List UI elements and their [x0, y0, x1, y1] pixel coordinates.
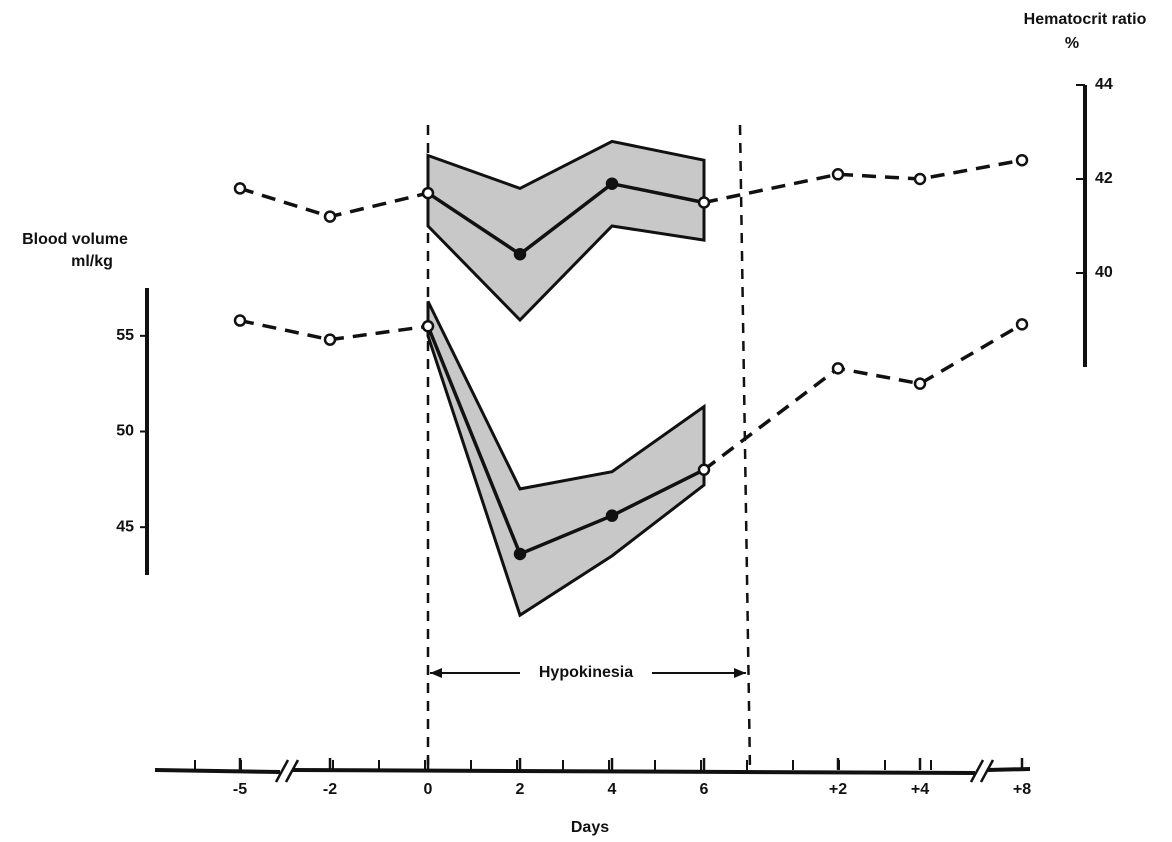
axis-break	[274, 759, 995, 783]
x-axis	[154, 767, 1031, 775]
annotation: Hypokinesia	[539, 664, 633, 681]
y-tick-label: 50	[116, 423, 134, 440]
arrow-head	[430, 668, 442, 678]
point	[1015, 318, 1029, 331]
point	[421, 320, 435, 333]
point	[233, 182, 247, 195]
point	[831, 362, 845, 375]
x-tick-label: -5	[233, 781, 247, 798]
x-tick-label: +2	[829, 781, 847, 798]
point	[831, 168, 845, 181]
x-tick-label: 0	[424, 781, 433, 798]
point	[323, 333, 337, 346]
point	[605, 177, 619, 190]
point	[233, 314, 247, 327]
point	[913, 172, 927, 186]
y-tick-label: 45	[116, 518, 134, 535]
point	[513, 547, 527, 561]
x-tick-label: 4	[608, 781, 617, 798]
point	[1015, 153, 1029, 167]
point	[323, 210, 337, 223]
series-line-dashed	[703, 158, 1023, 205]
point	[697, 196, 711, 209]
y-tick-label: 55	[116, 327, 134, 344]
point	[605, 509, 619, 522]
x-tick-label: 6	[700, 781, 709, 798]
y2-tick-label: 44	[1095, 76, 1113, 93]
point	[421, 186, 435, 200]
y-label-line1: Blood volume	[22, 231, 128, 248]
y2-label-line2: %	[1065, 35, 1079, 52]
y2-tick-label: 40	[1095, 264, 1113, 281]
x-tick-label: 2	[516, 781, 525, 798]
point	[913, 377, 927, 390]
x-tick-label: -2	[323, 781, 337, 798]
x-tick-label: +4	[911, 781, 929, 798]
y2-label-line1: Hematocrit ratio	[1024, 11, 1147, 28]
series-line	[426, 325, 705, 557]
x-label: Days	[571, 819, 609, 836]
point	[697, 463, 711, 477]
series-line-dashed	[702, 322, 1023, 472]
arrow-head	[734, 668, 746, 678]
point	[513, 247, 527, 261]
y-label-line2: ml/kg	[71, 253, 113, 270]
series-line	[427, 181, 705, 257]
range-band	[426, 300, 706, 618]
x-tick-label: +8	[1013, 781, 1031, 798]
y2-tick-label: 42	[1095, 170, 1113, 187]
range-band	[426, 139, 706, 323]
